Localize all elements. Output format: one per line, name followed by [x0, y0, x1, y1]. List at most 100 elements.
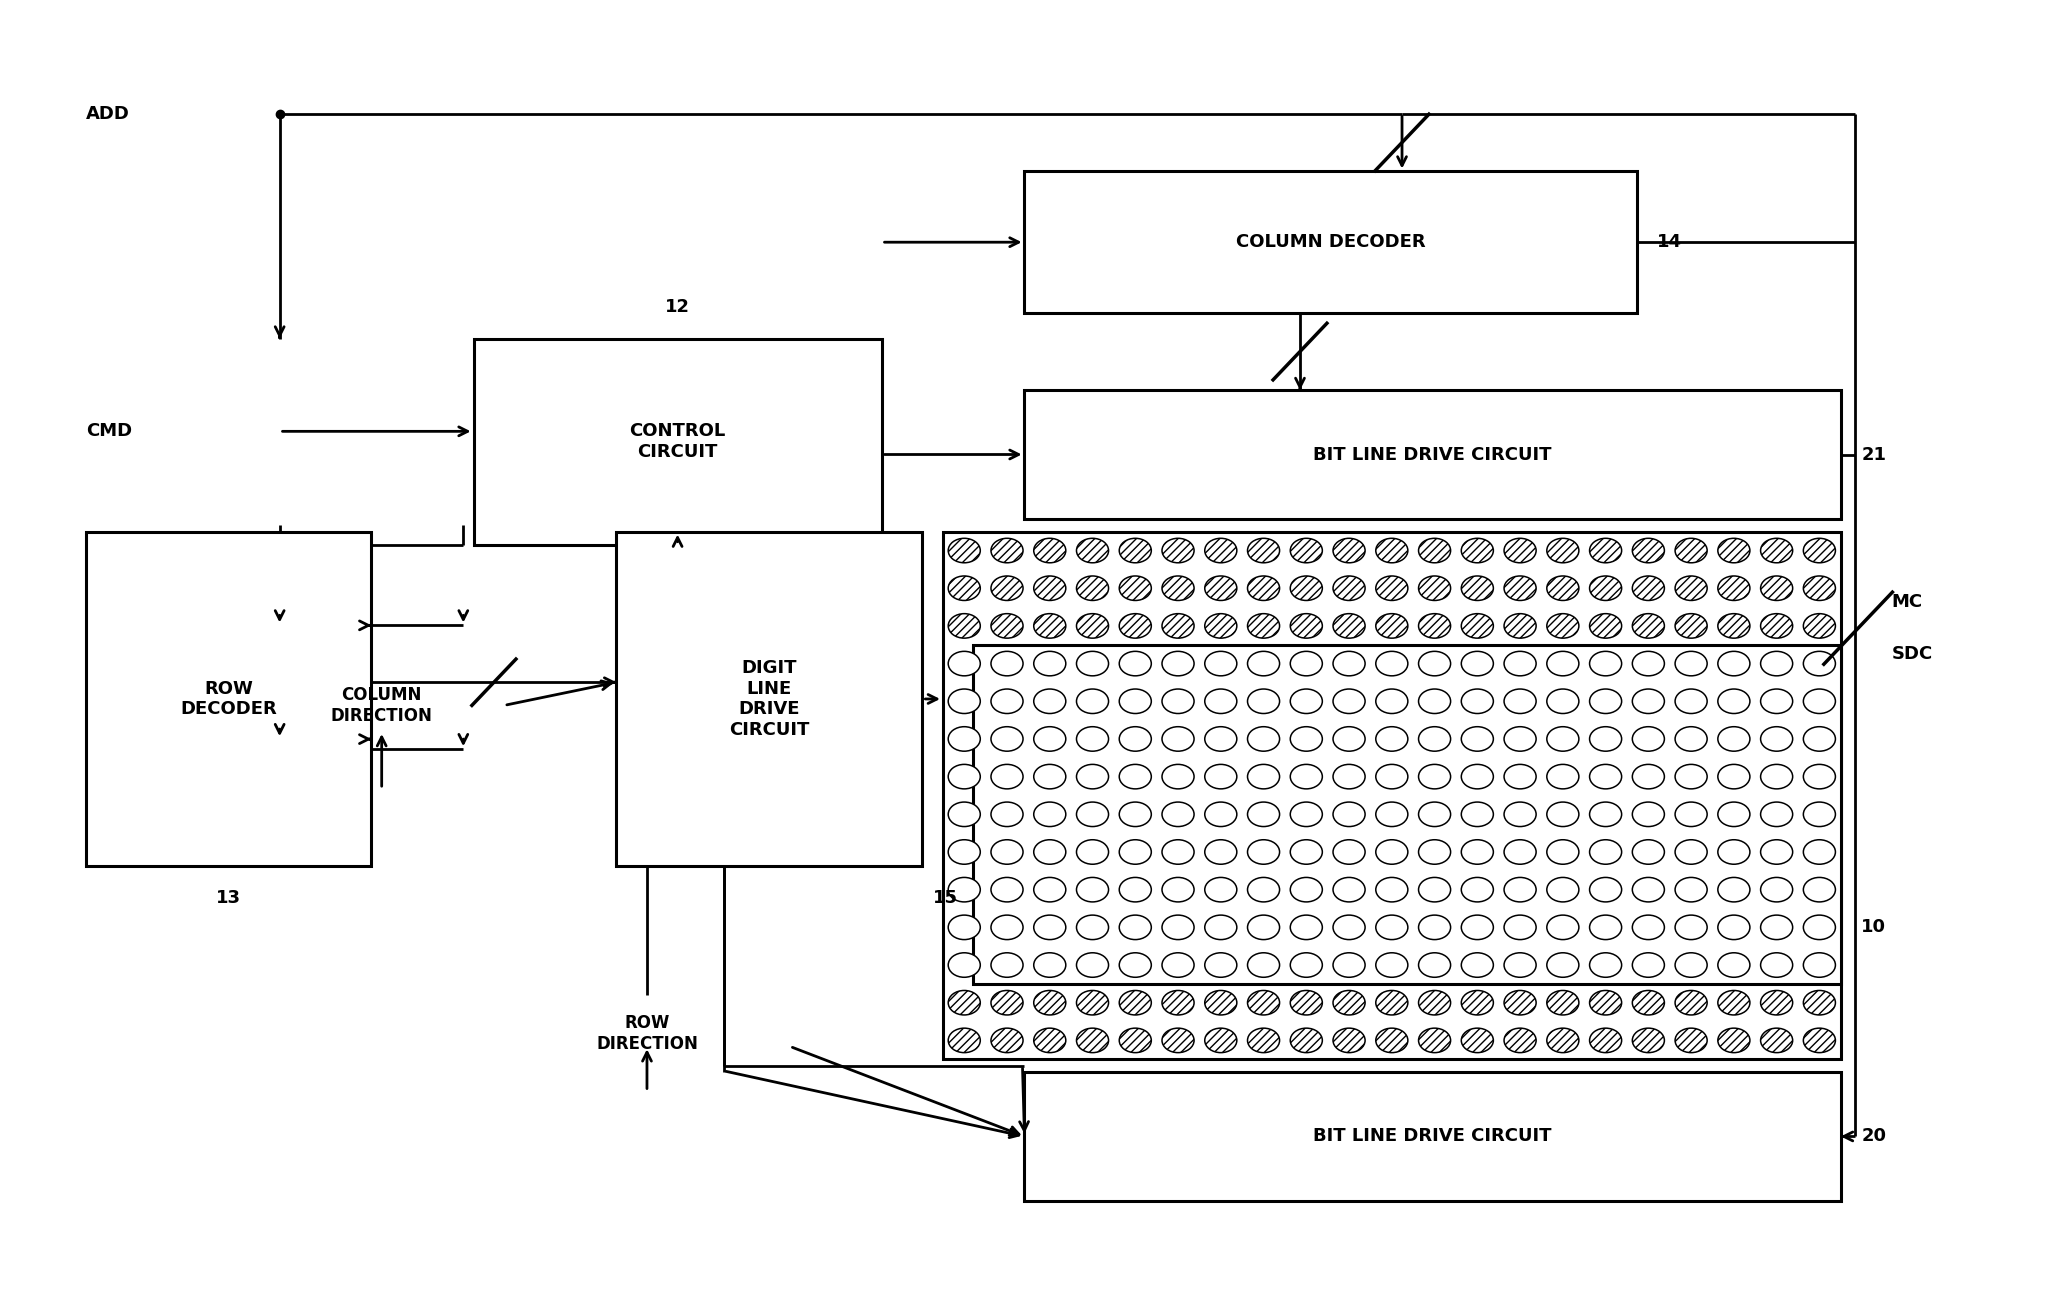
Ellipse shape [1760, 539, 1793, 563]
Ellipse shape [992, 1028, 1022, 1053]
Ellipse shape [1035, 953, 1065, 978]
Ellipse shape [1590, 1028, 1621, 1053]
Ellipse shape [1717, 651, 1750, 676]
Ellipse shape [1162, 764, 1195, 789]
Ellipse shape [1461, 839, 1494, 864]
Ellipse shape [1803, 764, 1836, 789]
Ellipse shape [1334, 1028, 1365, 1053]
Ellipse shape [1375, 726, 1408, 751]
Text: CMD: CMD [86, 422, 131, 440]
Ellipse shape [992, 539, 1022, 563]
Ellipse shape [1205, 726, 1238, 751]
Text: CONTROL
CIRCUIT: CONTROL CIRCUIT [629, 422, 725, 461]
Ellipse shape [1119, 802, 1152, 826]
Ellipse shape [1803, 539, 1836, 563]
Ellipse shape [1291, 878, 1322, 901]
Ellipse shape [1461, 576, 1494, 601]
Ellipse shape [1375, 576, 1408, 601]
Bar [473, 339, 881, 545]
Ellipse shape [1418, 878, 1451, 901]
Ellipse shape [992, 689, 1022, 714]
Ellipse shape [1717, 916, 1750, 940]
Ellipse shape [1205, 539, 1238, 563]
Ellipse shape [1633, 651, 1664, 676]
Ellipse shape [1375, 764, 1408, 789]
Ellipse shape [1248, 878, 1279, 901]
Ellipse shape [1076, 689, 1109, 714]
Ellipse shape [1461, 878, 1494, 901]
Ellipse shape [1375, 878, 1408, 901]
Ellipse shape [1418, 764, 1451, 789]
Ellipse shape [1676, 878, 1707, 901]
Ellipse shape [1676, 726, 1707, 751]
Ellipse shape [1334, 576, 1365, 601]
Ellipse shape [1418, 726, 1451, 751]
Ellipse shape [1461, 1028, 1494, 1053]
Ellipse shape [1334, 991, 1365, 1015]
Ellipse shape [1418, 839, 1451, 864]
Ellipse shape [1119, 651, 1152, 676]
Ellipse shape [1334, 614, 1365, 638]
Text: BIT LINE DRIVE CIRCUIT: BIT LINE DRIVE CIRCUIT [1313, 445, 1551, 464]
Ellipse shape [1760, 726, 1793, 751]
Ellipse shape [1717, 576, 1750, 601]
Ellipse shape [1418, 539, 1451, 563]
Ellipse shape [1590, 916, 1621, 940]
Ellipse shape [1035, 651, 1065, 676]
Ellipse shape [1590, 802, 1621, 826]
Ellipse shape [1633, 614, 1664, 638]
Ellipse shape [1590, 764, 1621, 789]
Ellipse shape [1676, 651, 1707, 676]
Ellipse shape [1162, 953, 1195, 978]
Ellipse shape [1076, 764, 1109, 789]
Ellipse shape [1291, 726, 1322, 751]
Ellipse shape [1803, 689, 1836, 714]
Ellipse shape [1633, 764, 1664, 789]
Ellipse shape [1334, 539, 1365, 563]
Ellipse shape [949, 916, 979, 940]
Ellipse shape [1633, 916, 1664, 940]
Ellipse shape [992, 614, 1022, 638]
Ellipse shape [1590, 726, 1621, 751]
Ellipse shape [1418, 991, 1451, 1015]
Ellipse shape [1162, 802, 1195, 826]
Ellipse shape [1590, 839, 1621, 864]
Ellipse shape [1334, 764, 1365, 789]
Ellipse shape [1291, 953, 1322, 978]
Ellipse shape [1162, 916, 1195, 940]
Ellipse shape [1334, 689, 1365, 714]
Ellipse shape [1162, 991, 1195, 1015]
Ellipse shape [1504, 576, 1537, 601]
Ellipse shape [1291, 689, 1322, 714]
Ellipse shape [1119, 689, 1152, 714]
Ellipse shape [1803, 839, 1836, 864]
Ellipse shape [1205, 953, 1238, 978]
Ellipse shape [1035, 576, 1065, 601]
Text: ROW
DIRECTION: ROW DIRECTION [596, 1014, 699, 1053]
Ellipse shape [1676, 802, 1707, 826]
Ellipse shape [1633, 539, 1664, 563]
Ellipse shape [1291, 764, 1322, 789]
Ellipse shape [992, 764, 1022, 789]
Bar [86, 532, 371, 866]
Ellipse shape [1547, 651, 1580, 676]
Ellipse shape [1547, 916, 1580, 940]
Ellipse shape [1590, 878, 1621, 901]
Bar [1024, 390, 1840, 519]
Ellipse shape [1418, 916, 1451, 940]
Ellipse shape [1119, 726, 1152, 751]
Ellipse shape [1633, 878, 1664, 901]
Ellipse shape [1676, 539, 1707, 563]
Ellipse shape [1547, 991, 1580, 1015]
Ellipse shape [1590, 953, 1621, 978]
Ellipse shape [1633, 576, 1664, 601]
Ellipse shape [1291, 916, 1322, 940]
Ellipse shape [949, 764, 979, 789]
Ellipse shape [1291, 539, 1322, 563]
Ellipse shape [1547, 878, 1580, 901]
Ellipse shape [1035, 878, 1065, 901]
Ellipse shape [1717, 726, 1750, 751]
Ellipse shape [1162, 878, 1195, 901]
Ellipse shape [1504, 689, 1537, 714]
Ellipse shape [1504, 839, 1537, 864]
